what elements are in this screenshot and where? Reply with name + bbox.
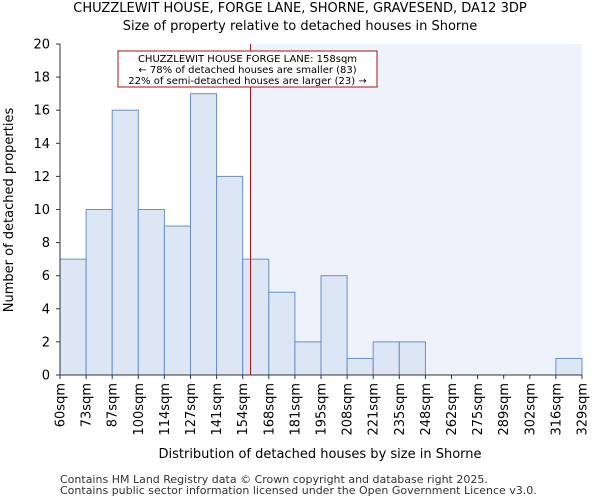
x-tick-label: 60sqm xyxy=(54,383,69,427)
x-tick-label: 141sqm xyxy=(210,383,225,436)
y-tick-label: 18 xyxy=(33,71,50,86)
x-tick-label: 73sqm xyxy=(80,383,95,427)
bar-168sqm xyxy=(268,291,296,376)
x-tick-label: 114sqm xyxy=(158,383,173,436)
x-tick-label: 248sqm xyxy=(419,383,434,436)
footer-copyright: Contains HM Land Registry data © Crown c… xyxy=(60,473,488,486)
bar-127sqm xyxy=(190,93,218,376)
bar-221sqm xyxy=(372,341,400,376)
bar-114sqm xyxy=(163,225,191,376)
annotation-line2: ← 78% of detached houses are smaller (83… xyxy=(138,65,356,76)
bar-195sqm xyxy=(320,275,348,376)
x-tick-label: 329sqm xyxy=(576,383,591,436)
x-axis-label: Distribution of detached houses by size … xyxy=(158,447,481,462)
y-tick-label: 4 xyxy=(42,302,50,317)
chart-title: CHUZZLEWIT HOUSE, FORGE LANE, SHORNE, GR… xyxy=(73,1,527,16)
footer-licence: Contains public sector information licen… xyxy=(60,484,537,497)
highlight-region xyxy=(250,44,582,375)
bar-141sqm xyxy=(216,175,244,376)
x-tick-label: 168sqm xyxy=(262,383,277,436)
x-tick-label: 87sqm xyxy=(106,383,121,427)
x-tick-label: 302sqm xyxy=(523,383,538,436)
annotation-line1: CHUZZLEWIT HOUSE FORGE LANE: 158sqm xyxy=(138,54,357,65)
x-tick-label: 221sqm xyxy=(367,383,382,436)
y-tick-label: 14 xyxy=(33,137,50,152)
y-tick-label: 8 xyxy=(42,236,50,251)
x-tick-label: 100sqm xyxy=(132,383,147,436)
bar-235sqm xyxy=(398,341,426,376)
x-tick-label: 262sqm xyxy=(445,383,460,436)
bar-100sqm xyxy=(137,209,165,376)
y-axis-label: Number of detached properties xyxy=(2,108,17,313)
y-tick-label: 0 xyxy=(42,369,50,384)
x-tick-label: 208sqm xyxy=(341,383,356,436)
bar-60sqm xyxy=(59,258,87,376)
x-tick-label: 316sqm xyxy=(549,383,564,436)
annotation-box xyxy=(117,50,378,88)
x-tick-label: 127sqm xyxy=(184,383,199,436)
x-tick-label: 235sqm xyxy=(393,383,408,436)
bar-87sqm xyxy=(111,109,139,376)
y-tick-label: 6 xyxy=(42,269,50,284)
x-tick-label: 181sqm xyxy=(288,383,303,436)
x-tick-label: 195sqm xyxy=(315,383,330,436)
chart-subtitle: Size of property relative to detached ho… xyxy=(122,19,478,34)
bar-154sqm xyxy=(242,258,270,376)
x-tick-label: 154sqm xyxy=(236,383,251,436)
y-tick-label: 2 xyxy=(42,335,50,350)
y-tick-label: 12 xyxy=(33,170,50,185)
bar-316sqm xyxy=(555,357,583,376)
y-tick-label: 20 xyxy=(33,38,50,53)
x-tick-label: 275sqm xyxy=(471,383,486,436)
bar-181sqm xyxy=(294,341,322,376)
annotation-line3: 22% of semi-detached houses are larger (… xyxy=(128,76,366,87)
bar-73sqm xyxy=(85,209,113,376)
x-tick-label: 289sqm xyxy=(497,383,512,436)
bar-208sqm xyxy=(346,357,374,376)
y-tick-label: 10 xyxy=(33,203,50,218)
y-tick-label: 16 xyxy=(33,104,50,119)
